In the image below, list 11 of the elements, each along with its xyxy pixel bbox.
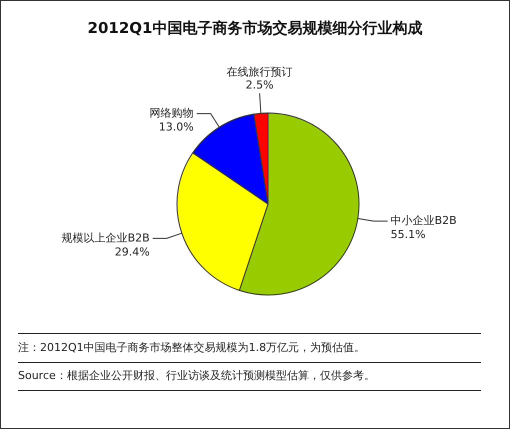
text: 注：2012Q1中国电子商务市场整体交易规模为1.8万亿元，为预估值。 [18, 333, 481, 363]
data-label: 29.4% [114, 245, 150, 258]
source-note: Source：根据企业公开财报、行业访谈及统计预测模型估算，仅供参考。 [18, 362, 481, 391]
slice-label: 网络购物 [150, 106, 194, 120]
chart-title: 2012Q1中国电子商务市场交易规模细分行业构成 [86, 19, 424, 38]
data-label: 55.1% [390, 228, 426, 242]
data-label: 2.5% [246, 78, 274, 92]
slice-label: 在线旅行预订 [226, 65, 293, 78]
data-label: 13.0% [158, 120, 194, 134]
slice-label: 中小企业B2B [390, 214, 457, 228]
slice-label: 规模以上企业B2B [62, 231, 150, 244]
